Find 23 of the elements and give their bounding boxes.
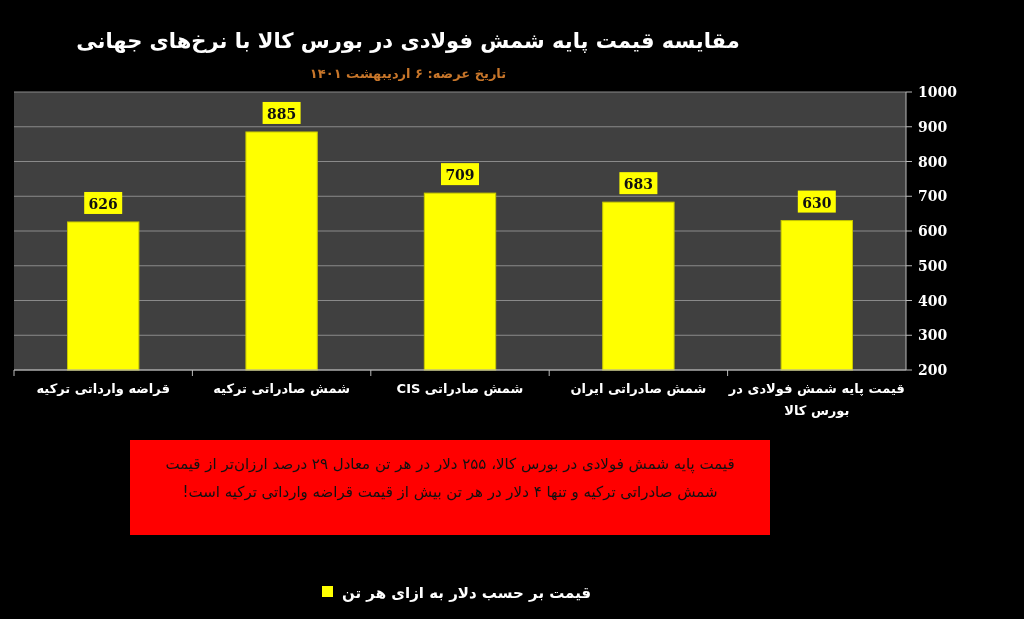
- chart-subtitle: تاریخ عرضه: ۶ اردیبهشت ۱۴۰۱: [309, 66, 507, 81]
- data-label: 885: [266, 105, 297, 122]
- y-tick-label: 700: [918, 188, 948, 205]
- y-tick-label: 900: [918, 118, 948, 135]
- data-label: 626: [88, 195, 118, 212]
- data-label: 709: [445, 167, 475, 184]
- x-tick-label: شمش صادراتی ترکیه: [212, 380, 351, 398]
- y-tick-label: 500: [918, 257, 948, 274]
- y-tick-label: 800: [918, 153, 948, 170]
- y-tick-label: 400: [918, 292, 948, 309]
- text: قیمت پایه شمش فولادی در بورس کالا، ۲۵۵ دلار در هر تن معادل ۲۹ درصد ارزان‌تر از قیمت شمش صادراتی ترکیه و تنها ۴ دلار در هر تن بیش از قیمت قراضه وارداتی ترکیه است!: [130, 440, 770, 535]
- chart-title: مقایسه قیمت پایه شمش فولادی در بورس کالا با نرخ‌های جهانی: [76, 29, 740, 53]
- y-tick-label: 200: [918, 362, 948, 378]
- y-tick-label: 300: [918, 327, 948, 344]
- x-tick-label: شمش صادراتی ایران: [569, 380, 708, 398]
- legend-label: قیمت بر حسب دلار به ازای هر تن: [342, 584, 592, 602]
- data-label: 683: [623, 176, 654, 193]
- x-tick-label: قیمت پایه شمش فولادی در بورس کالا: [727, 380, 906, 420]
- y-tick-label: 600: [918, 223, 948, 239]
- x-tick-label: شمش صادراتی CIS: [395, 380, 525, 398]
- y-tick-label: 1000: [918, 84, 958, 100]
- x-tick-label: قراضه وارداتی ترکیه: [35, 380, 171, 398]
- data-label: 630: [802, 194, 832, 211]
